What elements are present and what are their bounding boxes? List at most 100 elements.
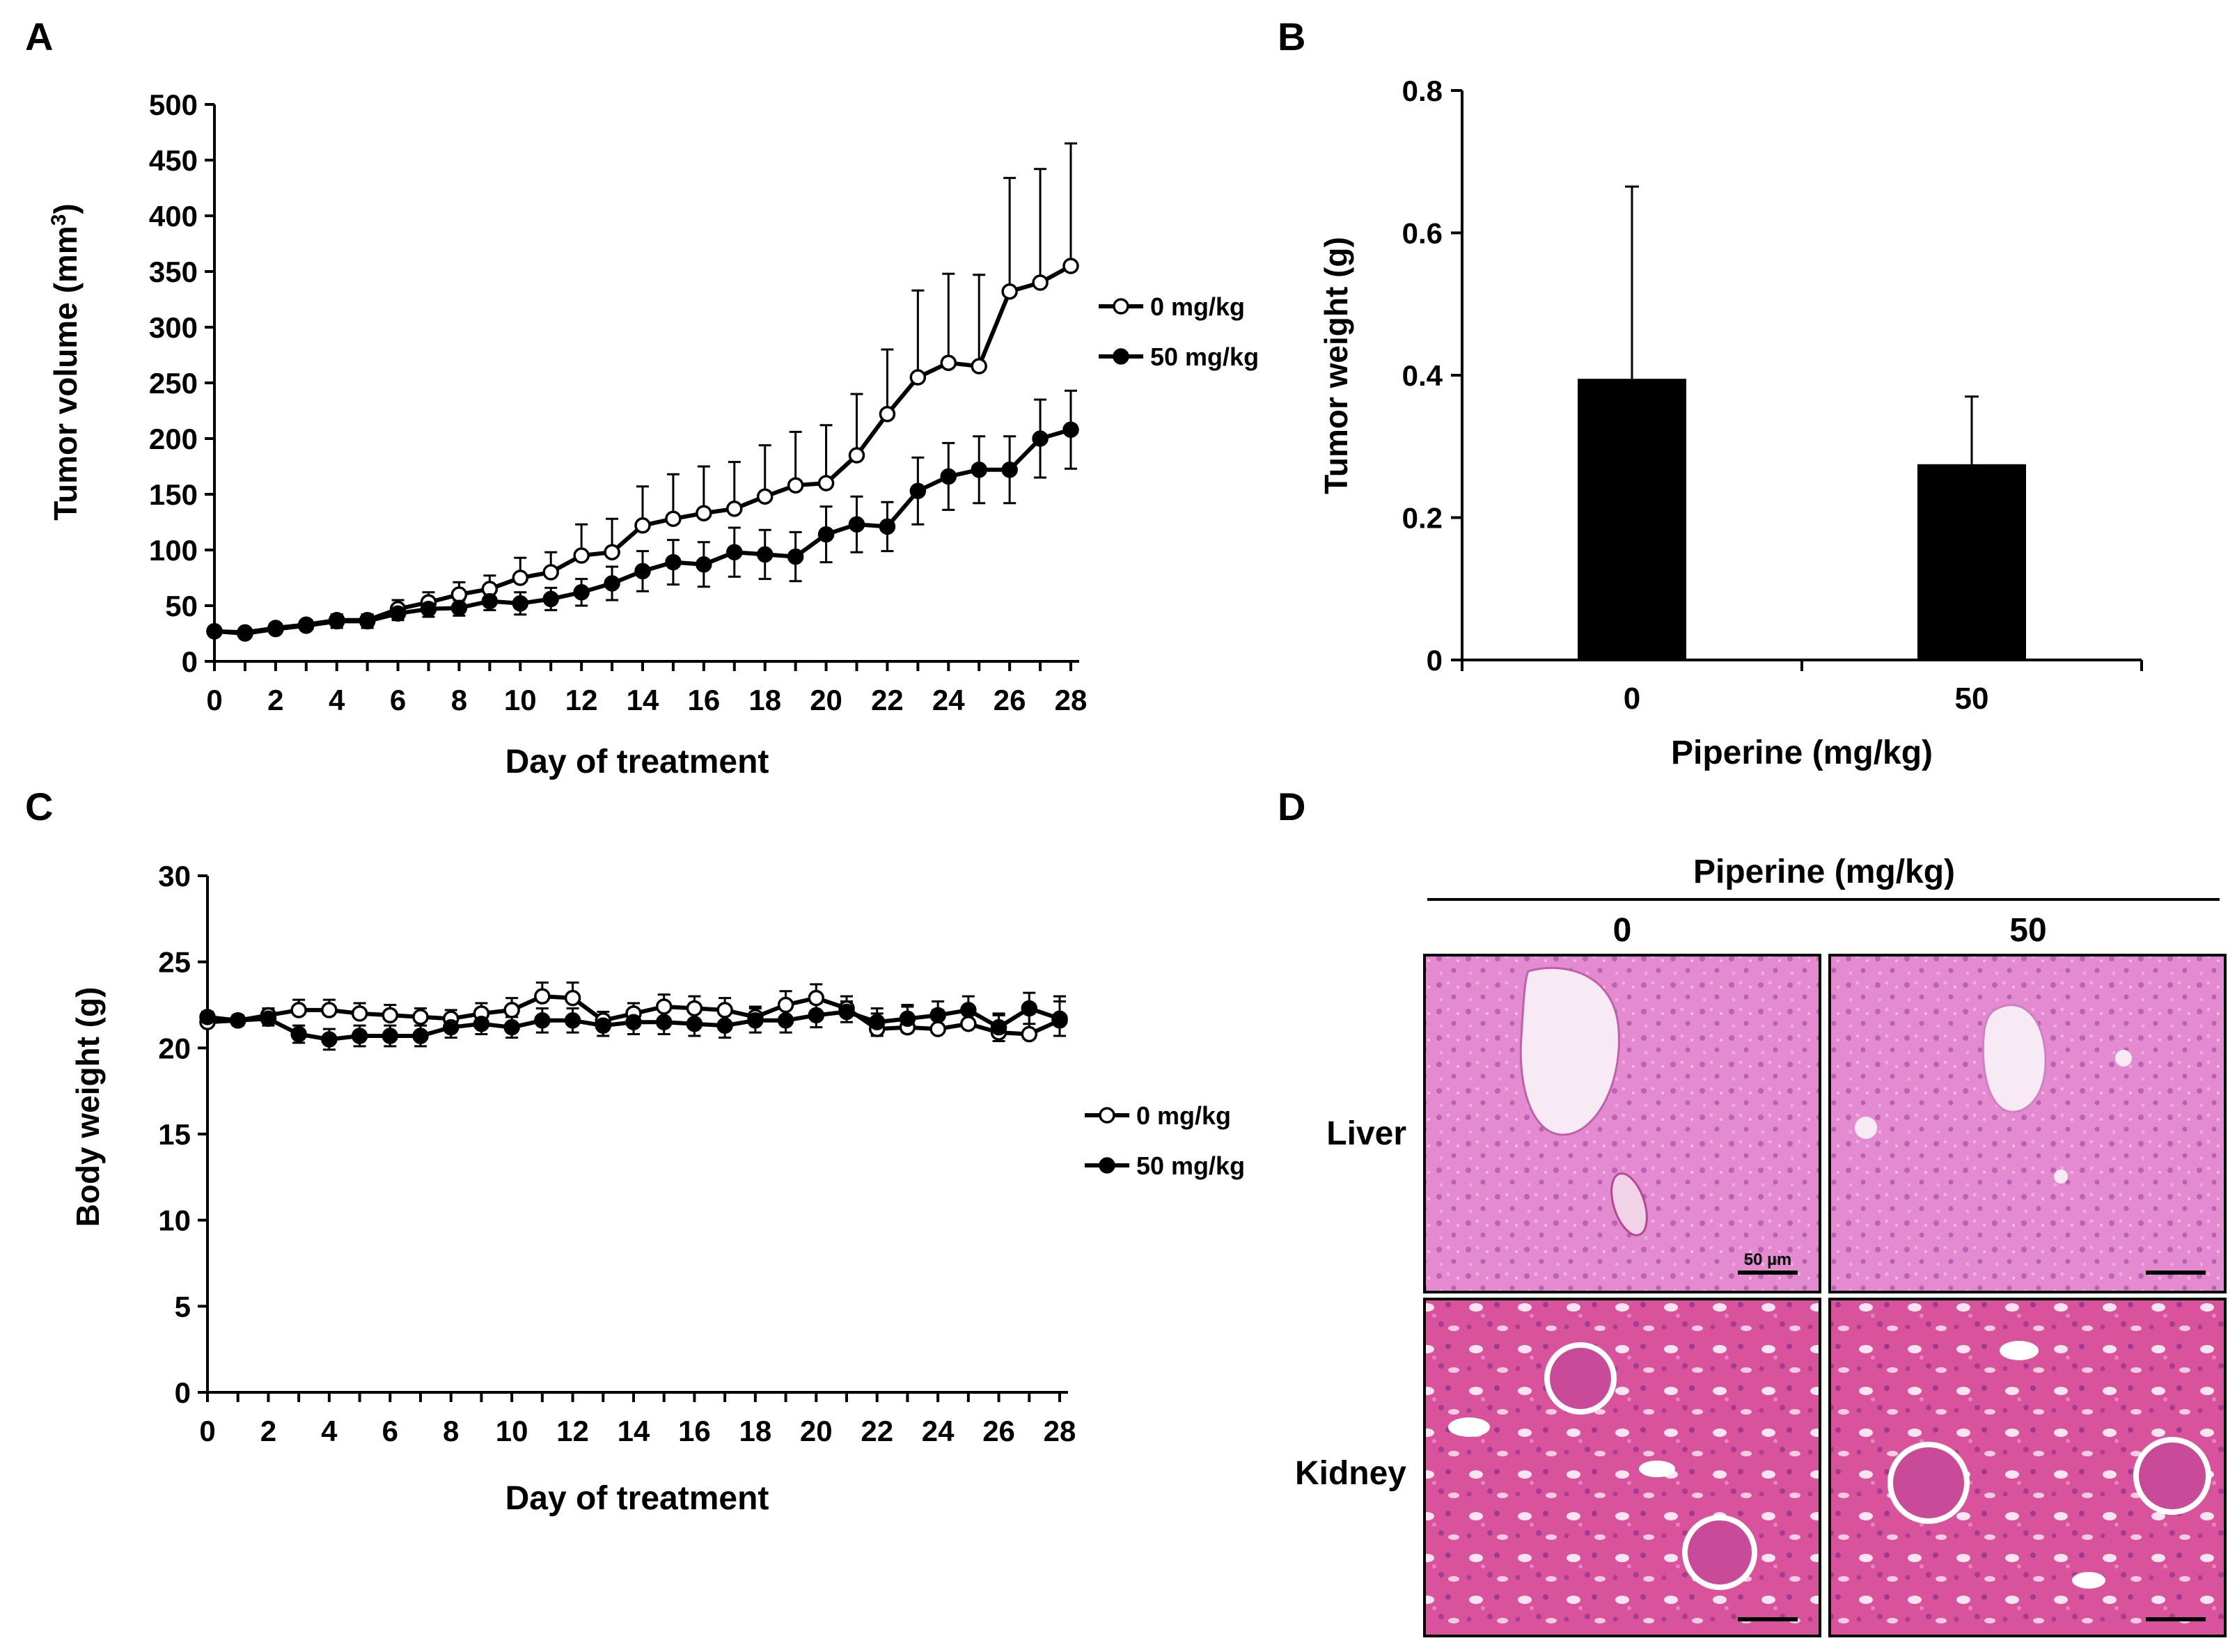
chart-c-series-0mgkg-point [960,1015,977,1032]
chart-a-x-tick-label: 4 [329,684,345,716]
chart-c-series-50mgkg-point [868,1014,886,1030]
chart-b-bar-0 [1578,379,1686,660]
chart-a-y-tick-label: 300 [149,311,198,344]
chart-c-legend-marker [1099,1107,1115,1124]
chart-a-series-0mgkg-point [726,501,743,517]
chart-b-bar-50 [1917,464,2026,660]
chart-c-series-0mgkg-point [534,988,551,1005]
histology-column-0: 0 [1613,912,1632,949]
chart-a-series-50mgkg-point [420,601,437,617]
chart-c-series-50mgkg-point [351,1028,368,1044]
chart-b-y-tick-label: 0.8 [1402,74,1443,107]
chart-a-y-tick-label: 100 [149,534,198,567]
chart-c-series-50mgkg-point [1021,1000,1038,1017]
scale-bar-label: 50 µm [1744,1250,1792,1269]
chart-a-legend-marker [1113,298,1129,315]
chart-c-x-tick-label: 16 [678,1415,711,1447]
chart-a-x-tick-label: 2 [267,684,283,716]
chart-a-x-tick-label: 10 [504,684,537,716]
chart-a-series-50mgkg-point [940,468,957,485]
chart-c-series-0mgkg-point [503,1002,520,1018]
chart-b-y-tick-label: 0.4 [1402,359,1443,392]
chart-a-series-50mgkg-point [1062,421,1079,438]
chart-c-legend-label: 50 mg/kg [1136,1151,1245,1180]
chart-c-y-tick-label: 30 [158,860,191,892]
chart-a-series-50mgkg-point [450,599,468,616]
chart-c-series-50mgkg-point [321,1031,338,1048]
histology-header: Piperine (mg/kg) [1693,853,1955,890]
chart-c-series-50mgkg-point [260,1010,277,1028]
chart-c-x-tick-label: 6 [382,1415,398,1447]
chart-c-series-50mgkg-point [503,1018,520,1036]
chart-a-x-tick-label: 8 [451,684,467,716]
chart-b-x-tick-label: 0 [1624,682,1640,716]
chart-a-series-50mgkg-point [206,623,223,640]
chart-a-y-tick-label: 350 [149,255,198,288]
chart-a-series-50mgkg-point [817,526,835,543]
chart-a-series-50mgkg-point [359,613,376,630]
chart-c-series-50mgkg-point [808,1007,825,1024]
chart-a-series-50mgkg-point [389,605,407,622]
chart-c-series-50mgkg-point [960,1002,977,1018]
chart-c-x-axis-label: Day of treatment [505,1480,769,1517]
chart-a-series-0mgkg-point [573,547,590,564]
chart-a-y-axis-label: Tumor volume (mm3) [47,203,84,520]
chart-c-series-50mgkg-point [716,1017,733,1034]
chart-b-x-tick-label: 50 [1955,682,1989,716]
panel-label-d: D [1278,785,1305,828]
chart-a-series-50mgkg-point [267,620,284,638]
chart-b-tumor-weight: Tumor weight (g) Piperine (mg/kg) 0 0.2 0.… [1318,74,2143,771]
histology-panel: Piperine (mg/kg) 0 50 Liver Kidney 50 µm [1295,853,2227,1637]
chart-a-series-50mgkg-point [848,516,865,533]
chart-a-x-axis-label: Day of treatment [505,744,769,780]
chart-c-x-tick-label: 20 [800,1415,833,1447]
chart-a-series-0mgkg-point [696,505,712,521]
chart-c-y-tick-label: 5 [175,1290,191,1323]
chart-c-series-0mgkg-point [686,1000,703,1017]
chart-c-series-0mgkg-point [808,989,825,1007]
chart-a-series-0mgkg-point [634,517,651,534]
chart-a-series-0mgkg-point [848,447,865,464]
chart-c-series-0mgkg-point [777,996,794,1014]
chart-a-series-0mgkg-point [542,564,559,581]
chart-c-x-tick-label: 24 [922,1415,955,1447]
chart-c-y-tick-label: 10 [158,1204,191,1237]
chart-a-series-50mgkg-point [756,546,774,563]
chart-a-y-tick-label: 450 [149,144,198,177]
chart-a-legend-marker [1113,348,1129,365]
kidney-micrograph-50 [1828,1298,2227,1637]
chart-c-body-weight: Body weight (g) Day of treatment 0 5 10 15 2… [70,860,1245,1517]
chart-a-x-tick-label: 22 [871,684,904,716]
chart-c-x-tick-label: 14 [618,1415,650,1447]
chart-a-series-50mgkg-point [909,482,927,499]
chart-a-series-0mgkg-point [756,488,774,505]
chart-c-x-tick-label: 2 [260,1415,276,1447]
chart-c-series-50mgkg-point [838,1003,855,1021]
chart-c-series-50mgkg-point [990,1018,1007,1036]
chart-a-series-0mgkg-point [817,475,835,491]
chart-a-series-50mgkg-point [665,553,682,571]
chart-b-y-tick-label: 0.2 [1402,502,1443,535]
chart-a-series-0mgkg-point [1001,283,1018,300]
panel-label-a: A [25,15,53,58]
chart-a-series-50mgkg-point [542,590,559,608]
chart-c-series-0mgkg-point [1021,1025,1038,1043]
chart-a-series-50mgkg-point [328,613,345,630]
chart-c-series-50mgkg-point [382,1028,399,1044]
chart-c-series-50mgkg-point [229,1012,246,1029]
chart-a-x-tick-label: 14 [627,684,659,716]
chart-a-legend-label: 50 mg/kg [1150,343,1259,371]
chart-a-legend-label: 0 mg/kg [1150,292,1245,321]
chart-a-series-50mgkg-point [726,544,743,560]
chart-a-series-0mgkg-point [450,586,468,603]
chart-b-y-tick-label: 0 [1427,644,1443,677]
chart-c-series-50mgkg-point [899,1010,916,1028]
chart-a-series-50mgkg-point [634,563,651,580]
chart-a-series-0mgkg-point [971,358,987,375]
chart-a-x-tick-label: 0 [206,684,222,716]
chart-a-series-50mgkg-point [512,595,529,612]
chart-a-x-tick-label: 12 [565,684,598,716]
chart-c-series-50mgkg-point [1051,1010,1068,1028]
chart-a-series-50mgkg-point [971,462,987,478]
